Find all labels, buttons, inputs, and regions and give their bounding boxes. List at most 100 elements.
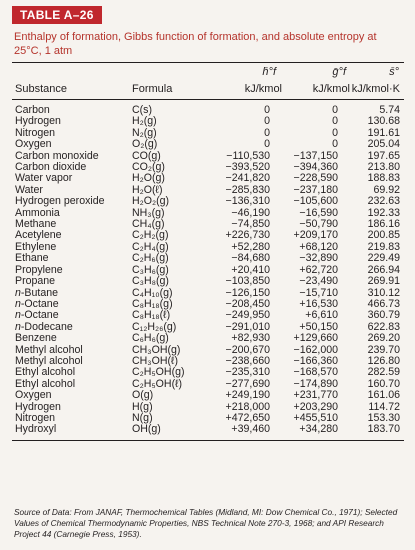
table-row: Nitrogen N(g) +472,650 +455,510 153.30 [12, 411, 404, 424]
table-row: n-Dodecane C₁₂H₂₆(g) −291,010 +50,150 622.83 [12, 320, 404, 333]
formula-cell: C₈H₁₈(ℓ) [132, 309, 171, 322]
enthalpy-cell: +218,000 [225, 400, 270, 413]
substance-cell: Oxygen [15, 138, 52, 151]
formula-cell: O₂(g) [132, 138, 158, 151]
gibbs-cell: +16,530 [299, 297, 338, 310]
entropy-cell: 130.68 [367, 115, 400, 128]
thermo-table: Carbon C(s) 0 0 5.74 Hydrogen H₂(g) 0 0 130.68 Nit… [12, 104, 404, 436]
substance-cell: Methyl alcohol [15, 354, 83, 367]
gibbs-cell: +129,660 [293, 332, 338, 345]
gibbs-cell: 0 [332, 126, 338, 139]
table-row: Hydroxyl OH(g) +39,460 +34,280 183.70 [12, 423, 404, 436]
enthalpy-cell: +472,650 [225, 411, 270, 424]
entropy-cell: 69.92 [373, 183, 400, 196]
enthalpy-cell: −238,660 [225, 354, 270, 367]
entropy-cell: 188.83 [367, 172, 400, 185]
enthalpy-cell: −235,310 [225, 366, 270, 379]
entropy-cell: 282.59 [367, 366, 400, 379]
substance-cell: Methyl alcohol [15, 343, 83, 356]
substance-cell: Propylene [15, 263, 63, 276]
formula-cell: H(g) [132, 400, 153, 413]
entropy-cell: 205.04 [367, 138, 400, 151]
enthalpy-cell: −200,670 [225, 343, 270, 356]
gibbs-cell: +6,610 [305, 309, 338, 322]
enthalpy-cell: −136,310 [225, 195, 270, 208]
gibbs-cell: +209,170 [293, 229, 338, 242]
formula-cell: OH(g) [132, 423, 161, 436]
gibbs-cell: +203,290 [293, 400, 338, 413]
enthalpy-cell: −84,680 [231, 252, 270, 265]
table-row: Methane CH₄(g) −74,850 −50,790 186.16 [12, 218, 404, 231]
entropy-cell: 266.94 [367, 263, 400, 276]
table-row: Propylene C₃H₆(g) +20,410 +62,720 266.94 [12, 263, 404, 276]
substance-cell: Oxygen [15, 389, 52, 402]
enthalpy-cell: +82,930 [231, 332, 270, 345]
formula-cell: O(g) [132, 389, 154, 402]
gibbs-cell: −228,590 [293, 172, 338, 185]
entropy-cell: 213.80 [367, 161, 400, 174]
enthalpy-cell: −249,950 [225, 309, 270, 322]
formula-cell: H₂(g) [132, 115, 157, 128]
entropy-cell: 622.83 [367, 320, 400, 333]
top-rule [12, 62, 404, 63]
entropy-cell: 360.79 [367, 309, 400, 322]
enthalpy-cell: +39,460 [231, 423, 270, 436]
enthalpy-cell: −208,450 [225, 297, 270, 310]
enthalpy-cell: −46,190 [231, 206, 270, 219]
gibbs-cell: −137,150 [293, 149, 338, 162]
formula-cell: C₂H₅OH(g) [132, 366, 185, 379]
substance-cell: Nitrogen [15, 126, 56, 139]
substance-cell: n-Dodecane [15, 320, 73, 333]
table-row: Propane C₃H₈(g) −103,850 −23,490 269.91 [12, 275, 404, 288]
substance-cell: Hydrogen [15, 400, 61, 413]
table-row: Ethylene C₂H₄(g) +52,280 +68,120 219.83 [12, 240, 404, 253]
entropy-cell: 183.70 [367, 423, 400, 436]
entropy-cell: 114.72 [368, 400, 400, 413]
table-row: n-Octane C₈H₁₈(ℓ) −249,950 +6,610 360.79 [12, 309, 404, 322]
substance-cell: Nitrogen [15, 411, 56, 424]
gibbs-cell: 0 [332, 104, 338, 116]
formula-cell: C₆H₆(g) [132, 332, 169, 345]
substance-cell: Ammonia [15, 206, 60, 219]
gibbs-cell: −23,490 [299, 275, 338, 288]
formula-cell: C₂H₂(g) [132, 229, 169, 242]
table-row: Oxygen O₂(g) 0 0 205.04 [12, 138, 404, 151]
enthalpy-cell: −291,010 [225, 320, 270, 333]
substance-header: Substance [15, 83, 67, 95]
substance-cell: Acetylene [15, 229, 62, 242]
formula-cell: C₁₂H₂₆(g) [132, 320, 177, 333]
formula-cell: CH₃OH(ℓ) [132, 354, 178, 367]
table-row: Water vapor H₂O(g) −241,820 −228,590 188.83 [12, 172, 404, 185]
enthalpy-cell: +20,410 [231, 263, 270, 276]
gibbs-cell: +455,510 [293, 411, 338, 424]
formula-cell: H₂O₂(g) [132, 195, 170, 208]
formula-cell: C₃H₈(g) [132, 275, 169, 288]
enthalpy-cell: −241,820 [225, 172, 270, 185]
entropy-cell: 229.49 [367, 252, 400, 265]
formula-cell: C₂H₅OH(ℓ) [132, 377, 183, 390]
table-row: Ethyl alcohol C₂H₅OH(ℓ) −277,690 −174,890 16… [12, 377, 404, 390]
entropy-cell: 186.16 [367, 218, 400, 231]
substance-cell: n-Octane [15, 297, 59, 310]
substance-cell: Ethyl alcohol [15, 366, 76, 379]
gibbs-cell: 0 [332, 138, 338, 151]
gibbs-cell: −50,790 [299, 218, 338, 231]
gibbs-cell: +68,120 [299, 240, 338, 253]
entropy-cell: 219.83 [367, 240, 400, 253]
entropy-cell: 197.65 [367, 149, 400, 162]
formula-cell: C₂H₄(g) [132, 240, 169, 253]
substance-cell: Water [15, 183, 43, 196]
entropy-cell: 161.06 [367, 389, 400, 402]
substance-cell: Carbon dioxide [15, 161, 87, 174]
entropy-cell: 239.70 [367, 343, 400, 356]
table-row: Ethyl alcohol C₂H₅OH(g) −235,310 −168,570 28… [12, 366, 404, 379]
substance-cell: Benzene [15, 332, 57, 345]
table-row: Hydrogen peroxide H₂O₂(g) −136,310 −105,600… [12, 195, 404, 208]
substance-cell: Carbon monoxide [15, 149, 99, 162]
table-row: Water H₂O(ℓ) −285,830 −237,180 69.92 [12, 183, 404, 196]
substance-cell: Hydroxyl [15, 423, 57, 436]
gibbs-cell: −15,710 [299, 286, 338, 299]
gibbs-unit-header: kJ/kmol [312, 83, 350, 95]
gibbs-cell: +231,770 [293, 389, 338, 402]
